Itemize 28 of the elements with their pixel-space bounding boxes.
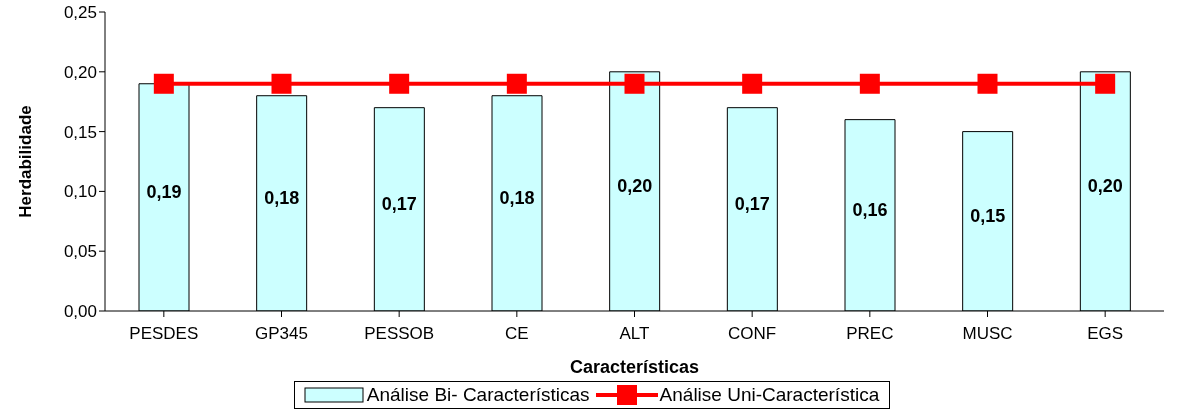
x-tick-label: ALT bbox=[619, 324, 650, 344]
data-label: 0,17 bbox=[734, 194, 770, 215]
x-tick-label: PREC bbox=[846, 324, 894, 344]
x-tick-label: PESSOB bbox=[364, 324, 435, 344]
x-tick-label: GP345 bbox=[255, 324, 308, 344]
data-label: 0,15 bbox=[970, 206, 1006, 227]
data-label: 0,18 bbox=[499, 188, 535, 209]
y-tick-label: 0,05 bbox=[63, 242, 97, 262]
legend-label: Análise Bi- Características bbox=[366, 384, 590, 406]
data-label: 0,18 bbox=[264, 188, 300, 209]
legend-label: Análise Uni-Característica bbox=[659, 384, 880, 406]
data-label: 0,17 bbox=[381, 194, 417, 215]
x-tick-label: MUSC bbox=[962, 324, 1013, 344]
data-label: 0,20 bbox=[617, 176, 653, 197]
y-tick-label: 0,10 bbox=[63, 182, 97, 202]
data-label: 0,16 bbox=[852, 200, 888, 221]
data-label: 0,20 bbox=[1087, 176, 1123, 197]
x-tick-label: CONF bbox=[728, 324, 777, 344]
y-tick-label: 0,20 bbox=[63, 62, 97, 82]
y-tick-label: 0,15 bbox=[63, 122, 97, 142]
x-tick-label: PESDES bbox=[129, 324, 199, 344]
x-tick-label: EGS bbox=[1087, 324, 1124, 344]
y-axis-title: Herdabilidade bbox=[16, 105, 36, 218]
x-tick-label: CE bbox=[505, 324, 529, 344]
y-tick-label: 0,00 bbox=[63, 302, 97, 322]
x-axis-title: Características bbox=[569, 357, 700, 377]
y-tick-label: 0,25 bbox=[63, 3, 97, 23]
data-label: 0,19 bbox=[146, 182, 182, 203]
